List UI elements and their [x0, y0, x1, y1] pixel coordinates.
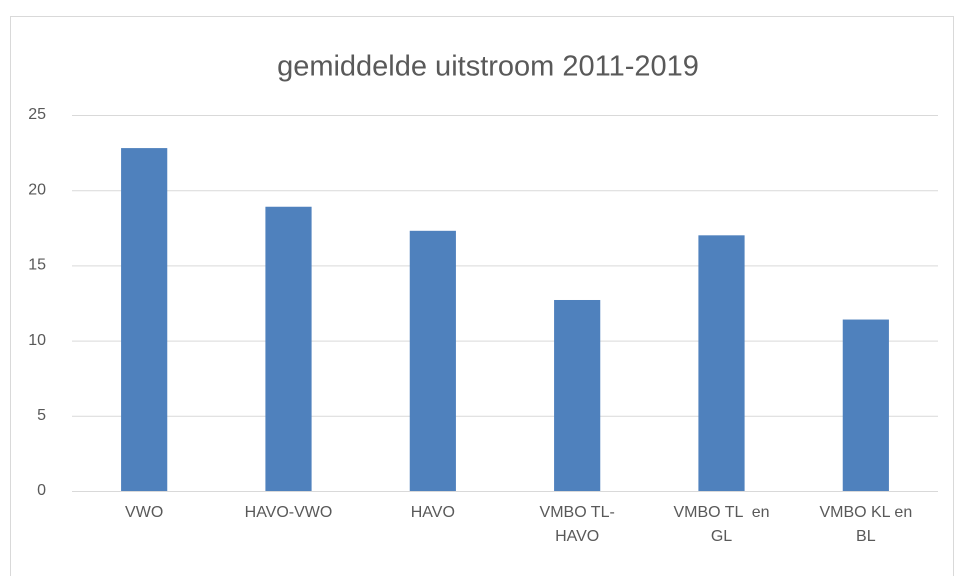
- bar: [265, 206, 312, 491]
- y-tick-label: 25: [28, 106, 46, 123]
- y-tick-label: 0: [37, 482, 46, 499]
- chart-border: [10, 16, 954, 576]
- bar: [842, 319, 889, 491]
- bar: [409, 230, 456, 492]
- x-tick-label: HAVO: [410, 504, 455, 521]
- y-tick-label: 15: [28, 257, 46, 274]
- x-tick-label: VMBO TL en GL: [673, 504, 774, 545]
- x-tick-label: VMBO KL en BL: [819, 504, 917, 545]
- bar: [121, 148, 168, 491]
- y-tick-label: 10: [28, 332, 46, 349]
- x-tick-label: VWO: [125, 504, 164, 521]
- bar: [698, 235, 745, 491]
- bar: [554, 299, 601, 491]
- chart-title: gemiddelde uitstroom 2011-2019: [277, 51, 699, 83]
- y-tick-label: 20: [28, 181, 46, 198]
- y-tick-label: 5: [37, 407, 46, 424]
- x-tick-label: HAVO-VWO: [244, 504, 333, 521]
- x-tick-label: VMBO TL-HAVO: [539, 504, 615, 545]
